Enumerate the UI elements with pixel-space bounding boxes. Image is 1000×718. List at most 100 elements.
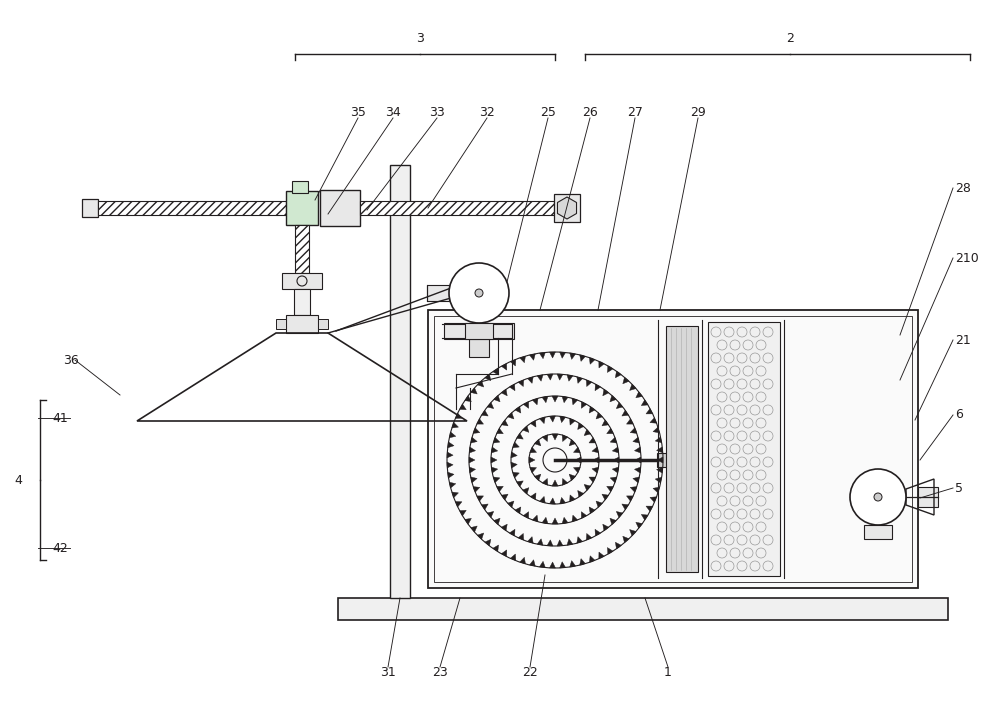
Bar — [338, 598, 948, 620]
Polygon shape — [511, 452, 517, 458]
Polygon shape — [494, 396, 500, 402]
Text: 35: 35 — [350, 106, 366, 118]
Polygon shape — [465, 518, 471, 524]
Polygon shape — [493, 368, 499, 375]
Polygon shape — [580, 559, 585, 565]
Polygon shape — [469, 467, 476, 473]
Polygon shape — [481, 410, 488, 416]
Polygon shape — [589, 556, 595, 562]
Polygon shape — [465, 396, 471, 401]
Polygon shape — [473, 428, 480, 434]
Polygon shape — [532, 515, 538, 522]
Polygon shape — [542, 517, 548, 523]
Bar — [708, 322, 780, 576]
Polygon shape — [477, 381, 484, 387]
Circle shape — [874, 493, 882, 501]
Polygon shape — [510, 554, 516, 561]
Polygon shape — [657, 467, 663, 473]
Polygon shape — [622, 410, 629, 416]
Polygon shape — [447, 452, 453, 458]
Polygon shape — [473, 487, 480, 493]
Polygon shape — [549, 562, 555, 568]
Polygon shape — [540, 496, 545, 503]
Polygon shape — [641, 514, 648, 520]
Text: 41: 41 — [52, 411, 68, 424]
Polygon shape — [607, 486, 613, 492]
Bar — [465, 323, 493, 339]
Polygon shape — [447, 462, 453, 468]
Polygon shape — [589, 477, 596, 482]
Polygon shape — [610, 477, 617, 482]
Polygon shape — [657, 447, 663, 453]
Polygon shape — [534, 439, 541, 446]
Text: 2: 2 — [786, 32, 794, 45]
Polygon shape — [523, 488, 529, 494]
Polygon shape — [508, 501, 514, 508]
Polygon shape — [529, 354, 535, 360]
Text: 23: 23 — [432, 666, 448, 679]
Polygon shape — [581, 512, 587, 518]
Text: 21: 21 — [955, 333, 971, 347]
Text: 3: 3 — [416, 32, 424, 45]
Polygon shape — [589, 507, 595, 513]
Polygon shape — [501, 363, 507, 370]
Polygon shape — [501, 420, 508, 426]
Polygon shape — [515, 507, 521, 513]
Polygon shape — [607, 428, 613, 434]
Polygon shape — [469, 447, 476, 453]
Polygon shape — [613, 457, 619, 463]
Polygon shape — [622, 504, 629, 510]
Polygon shape — [471, 437, 477, 443]
Polygon shape — [560, 352, 566, 358]
Polygon shape — [501, 524, 507, 531]
Polygon shape — [589, 406, 595, 413]
Polygon shape — [650, 497, 657, 503]
Text: 36: 36 — [63, 353, 79, 366]
Polygon shape — [610, 396, 616, 402]
Polygon shape — [616, 511, 623, 518]
Polygon shape — [615, 542, 621, 549]
Polygon shape — [603, 524, 609, 531]
Polygon shape — [518, 533, 524, 540]
Text: 6: 6 — [955, 409, 963, 421]
Polygon shape — [602, 420, 609, 426]
Polygon shape — [570, 419, 575, 425]
Polygon shape — [494, 518, 500, 525]
Polygon shape — [452, 422, 458, 428]
Polygon shape — [560, 498, 566, 504]
Polygon shape — [501, 389, 507, 396]
Polygon shape — [577, 536, 583, 544]
Polygon shape — [493, 437, 500, 443]
Text: 4: 4 — [14, 473, 22, 487]
Polygon shape — [562, 435, 568, 442]
Polygon shape — [557, 374, 563, 380]
Text: 29: 29 — [690, 106, 706, 118]
Polygon shape — [477, 533, 484, 539]
Polygon shape — [481, 504, 488, 510]
Polygon shape — [523, 426, 529, 432]
Polygon shape — [527, 536, 533, 544]
Polygon shape — [509, 529, 515, 536]
Polygon shape — [485, 374, 491, 381]
Bar — [294, 289, 310, 315]
Bar — [98, 201, 286, 215]
Polygon shape — [455, 501, 462, 507]
Polygon shape — [547, 540, 553, 546]
Polygon shape — [586, 380, 592, 386]
Polygon shape — [615, 371, 621, 378]
Polygon shape — [537, 375, 543, 381]
Bar — [657, 453, 671, 467]
Polygon shape — [537, 538, 543, 545]
Polygon shape — [497, 428, 503, 434]
Polygon shape — [513, 442, 519, 448]
Polygon shape — [477, 496, 484, 501]
Bar — [554, 194, 580, 222]
Polygon shape — [520, 356, 525, 363]
Polygon shape — [497, 486, 503, 492]
Polygon shape — [517, 481, 523, 487]
Text: 32: 32 — [479, 106, 495, 118]
Bar — [428, 310, 918, 588]
Polygon shape — [602, 494, 609, 500]
Polygon shape — [487, 402, 494, 409]
Polygon shape — [542, 396, 548, 403]
